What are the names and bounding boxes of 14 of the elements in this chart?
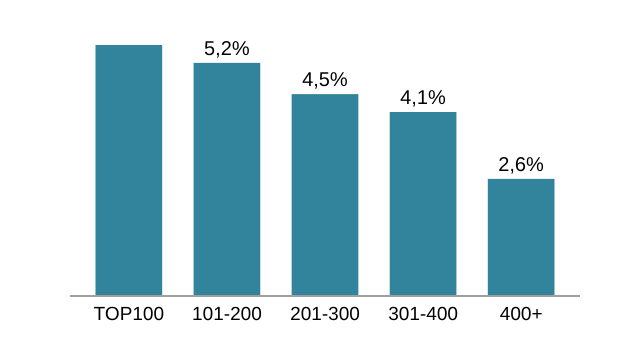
- bar: [488, 178, 554, 295]
- x-tick-label: 400+: [500, 304, 543, 325]
- data-label: 4,5%: [302, 69, 348, 92]
- data-label: 5,2%: [204, 38, 250, 60]
- x-tick-label: 301-400: [388, 304, 458, 325]
- bar: [96, 45, 162, 295]
- x-tick-label: 101-200: [192, 304, 262, 325]
- x-tick-label: TOP100: [94, 304, 164, 325]
- data-label: 4,1%: [400, 86, 446, 109]
- x-tick-label: 201-300: [290, 304, 360, 325]
- bar: [390, 112, 456, 295]
- data-label: 2,6%: [498, 154, 544, 176]
- bar: [292, 94, 358, 295]
- bar: [194, 62, 260, 295]
